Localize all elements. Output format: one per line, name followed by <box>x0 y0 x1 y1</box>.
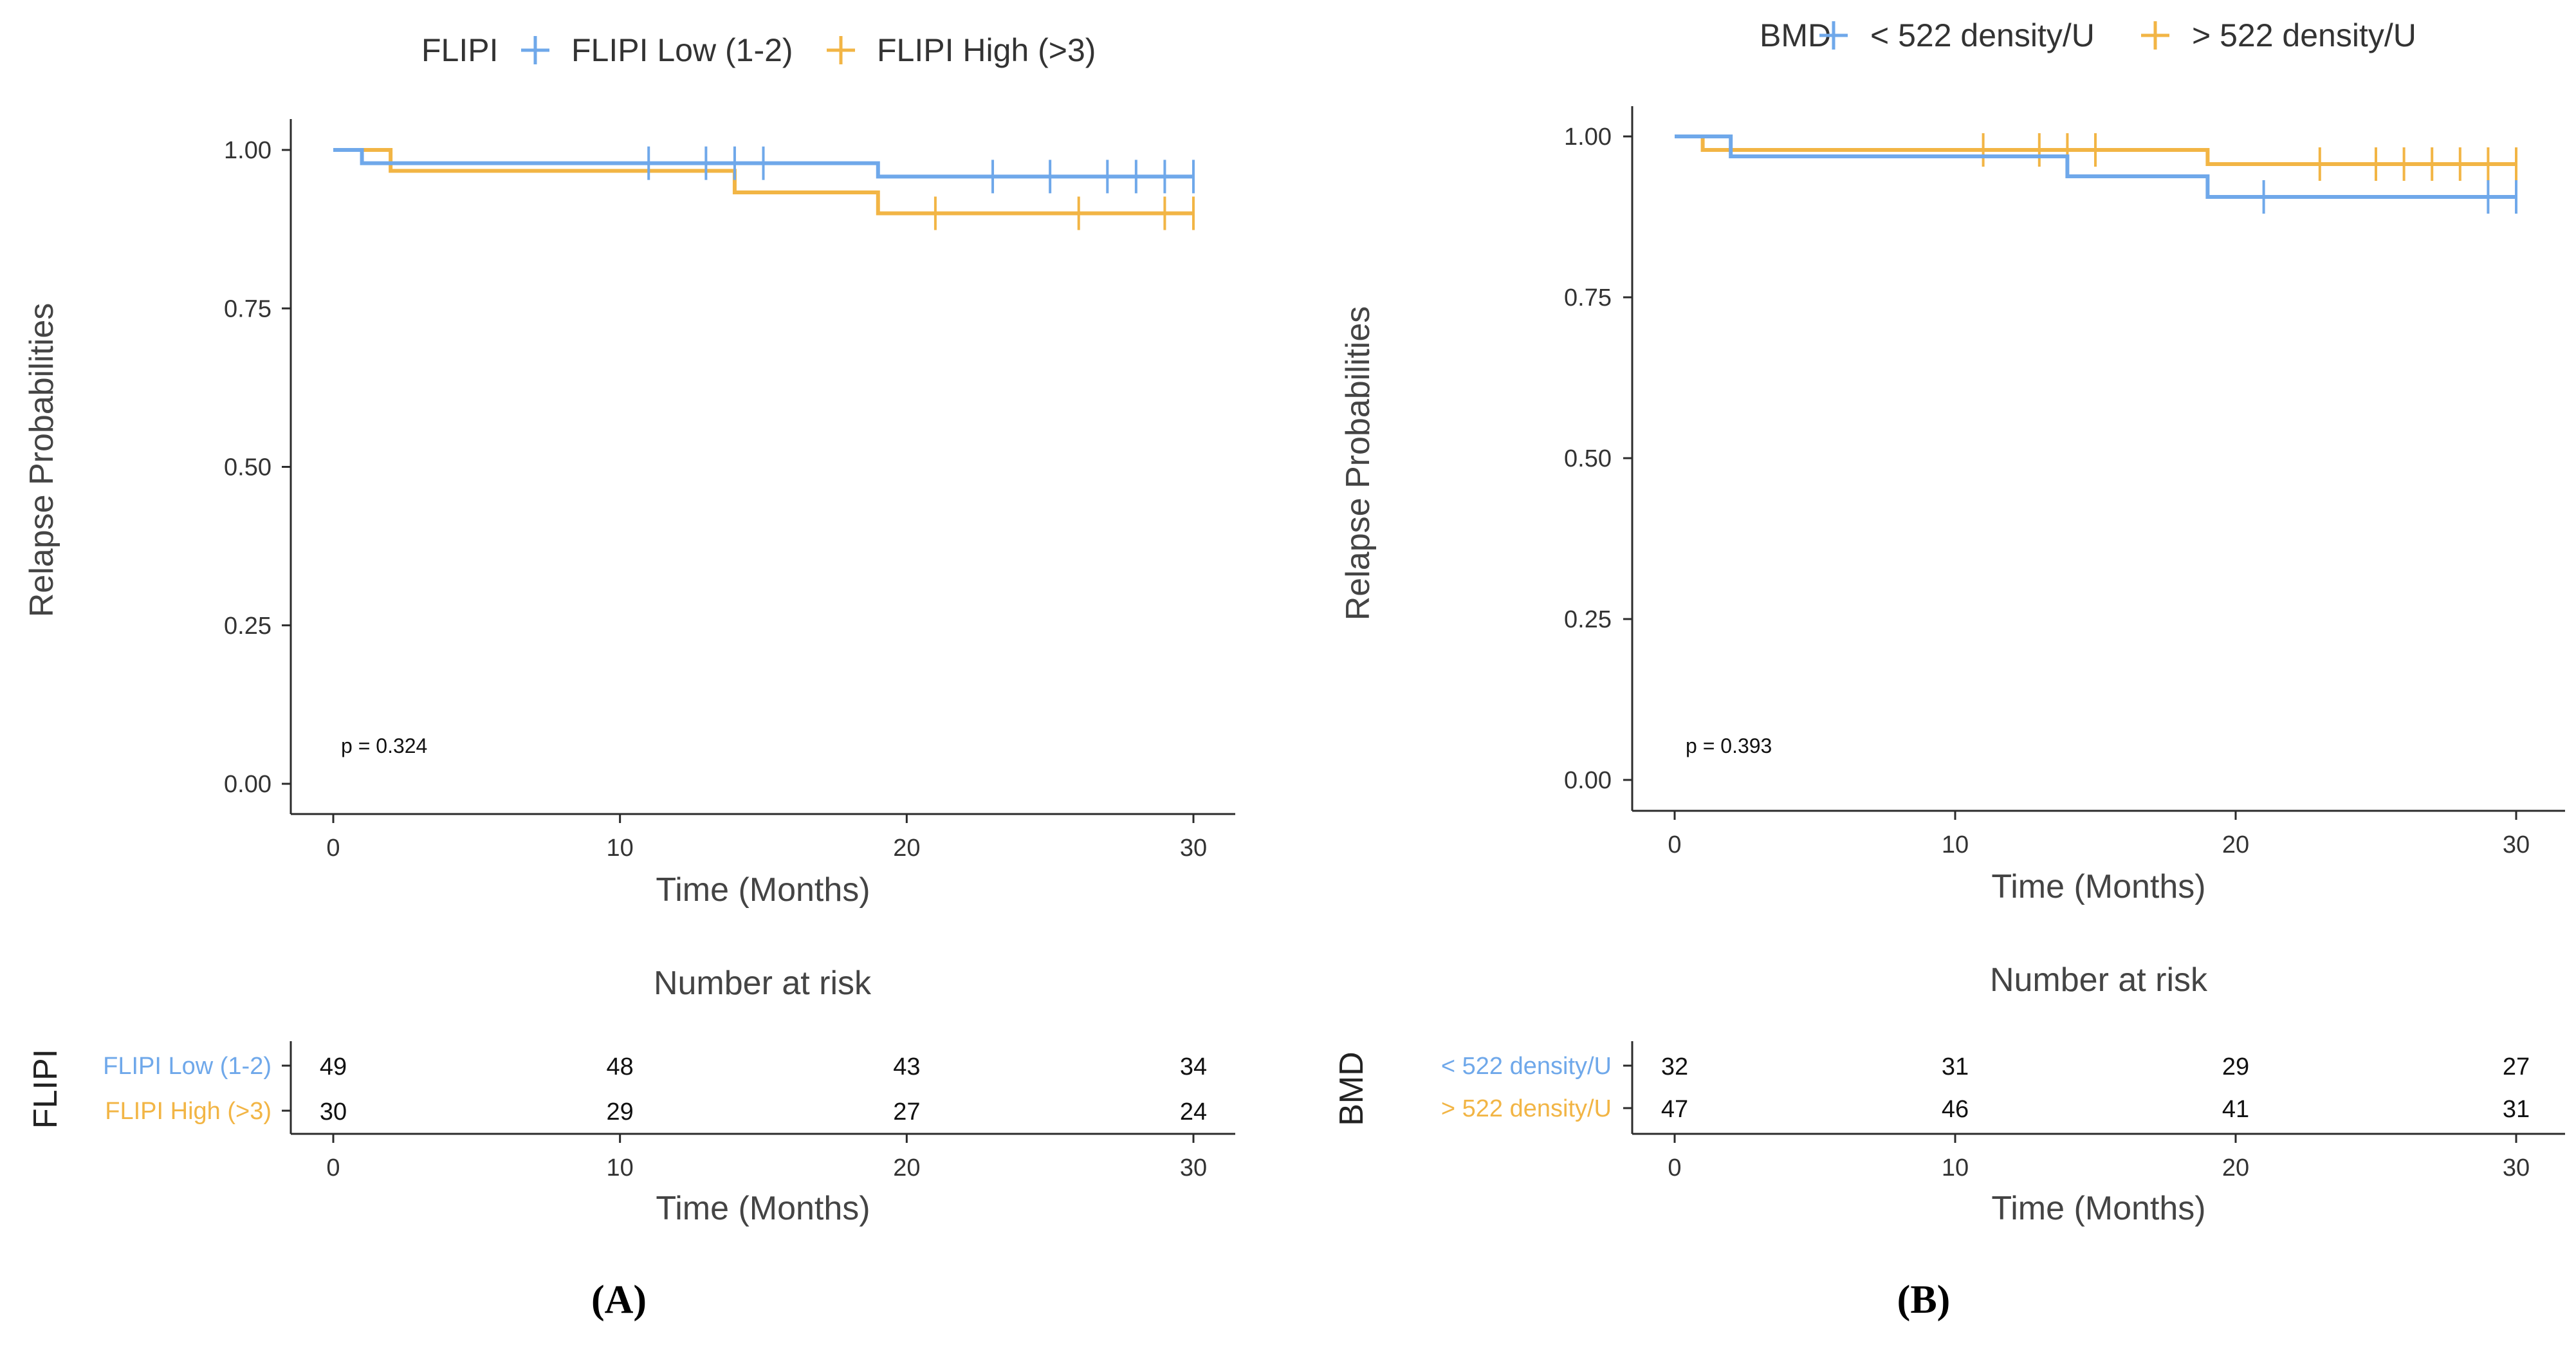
risk-table: Number at risk BMD < 522 density/U 32 31 29 27… <box>1333 961 2565 1227</box>
y-tick-label: 1.00 <box>224 137 271 164</box>
risk-count: 27 <box>2503 1053 2530 1080</box>
legend-label-2: FLIPI High (>3) <box>877 32 1096 68</box>
risk-table-title: Number at risk <box>654 965 872 1002</box>
y-tick-label: 0.00 <box>224 771 271 798</box>
risk-table-ylabel: BMD <box>1333 1051 1370 1126</box>
risk-row-label: FLIPI Low (1-2) <box>103 1053 271 1080</box>
x-axis-label: Time (Months) <box>656 871 870 909</box>
risk-x-tick-label: 30 <box>1180 1154 1207 1181</box>
legend-label-1: FLIPI Low (1-2) <box>571 32 793 68</box>
x-tick-label: 20 <box>2222 831 2249 858</box>
risk-count: 49 <box>320 1053 347 1080</box>
y-tick-label: 0.50 <box>224 454 271 481</box>
risk-x-axis-label: Time (Months) <box>1991 1190 2205 1227</box>
km-curve <box>1675 134 2516 199</box>
y-axis-label: Relapse Probabilities <box>23 303 60 618</box>
risk-count: 27 <box>893 1098 920 1125</box>
p-value-annotation: p = 0.393 <box>1686 734 1772 757</box>
legend-title: BMD <box>1760 17 1831 53</box>
risk-count: 24 <box>1180 1098 1207 1125</box>
risk-row-label: > 522 density/U <box>1441 1095 1612 1122</box>
p-value-annotation: p = 0.324 <box>341 734 427 757</box>
risk-x-tick-label: 30 <box>2503 1154 2530 1181</box>
y-tick-label: 1.00 <box>1564 124 1612 151</box>
legend: FLIPI FLIPI Low (1-2) FLIPI High (>3) <box>421 32 1096 68</box>
risk-count: 41 <box>2222 1096 2249 1123</box>
risk-count: 43 <box>893 1053 920 1080</box>
risk-count: 48 <box>607 1053 634 1080</box>
y-tick-label: 0.00 <box>1564 767 1612 794</box>
risk-x-axis-label: Time (Months) <box>656 1190 870 1227</box>
legend-key-1 <box>1819 21 1848 50</box>
x-tick-label: 0 <box>1668 831 1681 858</box>
panel-label: (A) <box>591 1278 647 1322</box>
legend-key-1 <box>521 36 549 64</box>
y-axis-label: Relapse Probabilities <box>1339 306 1377 621</box>
x-tick-label: 30 <box>2503 831 2530 858</box>
risk-row-label: FLIPI High (>3) <box>105 1098 271 1125</box>
x-tick-label: 20 <box>893 835 920 862</box>
x-tick-label: 10 <box>1942 831 1969 858</box>
risk-table-ylabel: FLIPI <box>27 1049 64 1129</box>
risk-table-title: Number at risk <box>1990 961 2208 999</box>
x-tick-label: 10 <box>607 835 634 862</box>
legend: BMD < 522 density/U > 522 density/U <box>1760 17 2416 53</box>
y-tick-label: 0.50 <box>1564 445 1612 472</box>
legend-label-2: > 522 density/U <box>2192 17 2416 53</box>
risk-x-tick-label: 10 <box>607 1154 634 1181</box>
risk-count: 30 <box>320 1098 347 1125</box>
panel-b: BMD < 522 density/U > 522 density/U 0.00 0.2… <box>1333 17 2565 1322</box>
risk-count: 31 <box>1942 1053 1969 1080</box>
x-axis-label: Time (Months) <box>1991 868 2205 905</box>
series-1 <box>333 146 1195 194</box>
risk-count: 47 <box>1661 1096 1688 1123</box>
risk-x-tick-label: 0 <box>326 1154 340 1181</box>
risk-count: 32 <box>1661 1053 1688 1080</box>
y-tick-label: 0.75 <box>224 295 271 322</box>
risk-count: 29 <box>607 1098 634 1125</box>
panel-a: FLIPI FLIPI Low (1-2) FLIPI High (>3) 0.00 0… <box>23 32 1235 1322</box>
y-tick-label: 0.75 <box>1564 284 1612 311</box>
y-tick-label: 0.25 <box>1564 606 1612 633</box>
risk-count: 31 <box>2503 1096 2530 1123</box>
risk-x-tick-label: 10 <box>1942 1154 1969 1181</box>
km-curve <box>333 148 1193 179</box>
risk-x-tick-label: 20 <box>893 1154 920 1181</box>
risk-x-tick-label: 20 <box>2222 1154 2249 1181</box>
x-tick-label: 30 <box>1180 835 1207 862</box>
risk-count: 46 <box>1942 1096 1969 1123</box>
legend-key-2 <box>827 36 855 64</box>
risk-table: Number at risk FLIPI FLIPI Low (1-2) 49 48 43… <box>27 965 1235 1227</box>
km-curve <box>333 148 1193 216</box>
y-tick-label: 0.25 <box>224 613 271 640</box>
legend-key-2 <box>2141 21 2169 50</box>
legend-label-1: < 522 density/U <box>1870 17 2095 53</box>
risk-row-label: < 522 density/U <box>1441 1053 1612 1080</box>
risk-x-tick-label: 0 <box>1668 1154 1681 1181</box>
series-1 <box>1675 134 2517 214</box>
x-tick-label: 0 <box>326 835 340 862</box>
risk-count: 29 <box>2222 1053 2249 1080</box>
risk-count: 34 <box>1180 1053 1207 1080</box>
legend-title: FLIPI <box>421 32 498 68</box>
panel-label: (B) <box>1897 1278 1951 1322</box>
series-2 <box>333 148 1195 230</box>
